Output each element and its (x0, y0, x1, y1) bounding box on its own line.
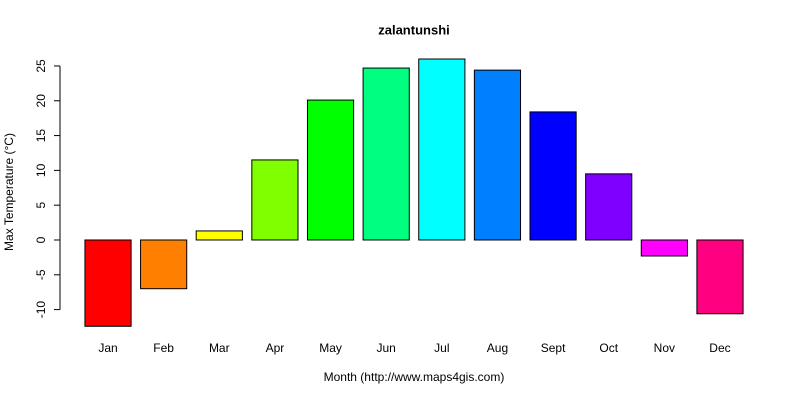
x-tick-label: Jun (377, 341, 396, 355)
bar (84, 239, 132, 327)
bar (140, 239, 188, 290)
x-tick-label: Dec (709, 341, 730, 355)
x-tick-label: Sept (541, 341, 566, 355)
bar (418, 58, 466, 241)
y-tick-label: 15 (34, 129, 48, 143)
bar (585, 173, 633, 241)
y-tick-label: 20 (34, 94, 48, 108)
y-tick-label: -5 (34, 269, 48, 280)
bar (251, 159, 299, 241)
y-tick-label: 10 (34, 163, 48, 177)
x-tick-label: Aug (487, 341, 508, 355)
y-tick-label: 25 (34, 59, 48, 73)
bar (362, 67, 410, 241)
x-tick-label: Feb (153, 341, 174, 355)
x-axis-label: Month (http://www.maps4gis.com) (324, 370, 505, 384)
bar (696, 239, 744, 315)
y-tick-label: 0 (34, 236, 48, 243)
y-axis-label: Max Temperature (°C) (2, 133, 16, 251)
x-tick-label: Jul (434, 341, 449, 355)
x-tick-label: Nov (654, 341, 675, 355)
x-tick-label: Mar (209, 341, 230, 355)
y-tick-label: -10 (34, 301, 48, 319)
bar (640, 239, 688, 257)
bar (306, 99, 355, 241)
chart-title: zalantunshi (378, 22, 450, 37)
bar (473, 69, 522, 241)
x-tick-label: May (319, 341, 342, 355)
x-tick-label: Apr (266, 341, 285, 355)
y-tick-label: 5 (34, 202, 48, 209)
bar (195, 230, 243, 241)
x-tick-label: Jan (98, 341, 117, 355)
bar (529, 111, 577, 241)
x-tick-label: Oct (599, 341, 618, 355)
